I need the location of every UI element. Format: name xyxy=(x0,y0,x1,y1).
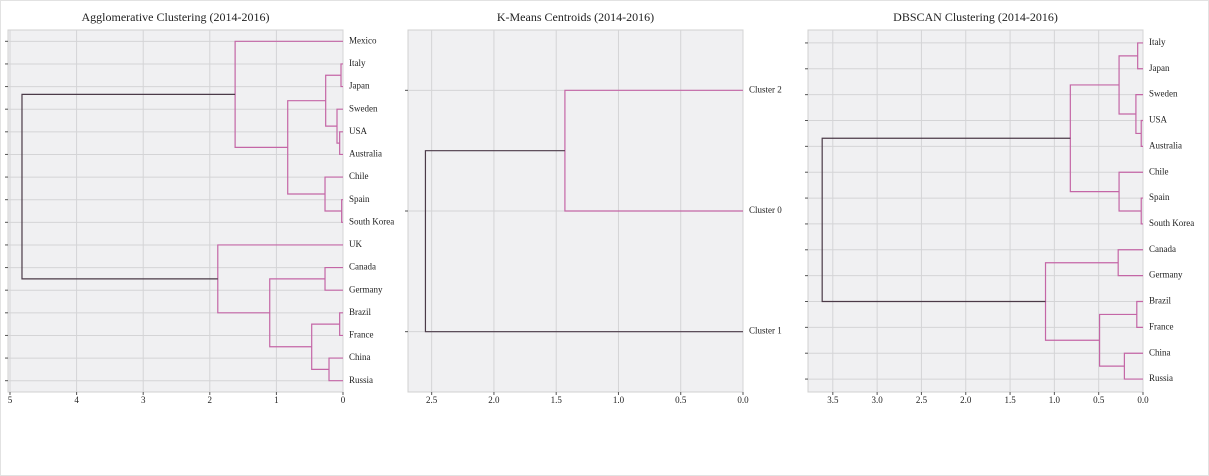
leaf-label: Mexico xyxy=(349,35,377,45)
dendrogram-link xyxy=(339,131,343,156)
leaf-label: Canada xyxy=(349,262,376,272)
leaf-label: Canada xyxy=(1149,244,1176,254)
dendrogram-link xyxy=(1136,300,1143,328)
x-tick-label: 2.5 xyxy=(426,395,438,405)
leaf-label: Brazil xyxy=(349,307,371,317)
dendrogram-link xyxy=(821,137,1071,303)
leaf-label: Sweden xyxy=(1149,89,1178,99)
x-tick-label: 2 xyxy=(208,395,213,405)
leaf-label: Chile xyxy=(1149,166,1169,176)
leaf-label: Spain xyxy=(1149,192,1170,202)
leaf-label: Cluster 0 xyxy=(749,205,782,215)
leaf-label: China xyxy=(1149,347,1171,357)
x-tick-label: 2.0 xyxy=(488,395,500,405)
dendrogram-link xyxy=(336,108,343,144)
leaf-label: Russia xyxy=(349,375,373,385)
leaf-label: Brazil xyxy=(1149,296,1171,306)
dendrogram-link xyxy=(21,93,236,280)
x-tick-label: 1 xyxy=(274,395,279,405)
x-tick-label: 0.5 xyxy=(675,395,687,405)
leaf-label: Italy xyxy=(1149,37,1166,47)
dendrogram-link xyxy=(340,63,343,88)
dendrogram-link xyxy=(1140,197,1143,225)
leaf-label: Spain xyxy=(349,194,370,204)
leaf-label: Japan xyxy=(349,81,370,91)
x-tick-label: 1.5 xyxy=(1004,395,1016,405)
leaf-label: USA xyxy=(1149,115,1168,125)
dendrogram-link xyxy=(1140,119,1143,147)
leaf-label: China xyxy=(349,352,371,362)
dendrogram-link xyxy=(324,266,343,291)
dendrogram-link xyxy=(339,312,343,337)
leaf-label: Japan xyxy=(1149,63,1170,73)
x-tick-label: 1.5 xyxy=(551,395,563,405)
dendrogram-link xyxy=(1117,249,1143,277)
x-tick-label: 0.0 xyxy=(1137,395,1149,405)
leaf-label: France xyxy=(349,330,374,340)
x-tick-label: 2.0 xyxy=(960,395,972,405)
x-tick-label: 5 xyxy=(8,395,13,405)
dendrogram-link xyxy=(424,150,743,333)
x-tick-label: 1.0 xyxy=(1049,395,1061,405)
chart-title: K-Means Centroids (2014-2016) xyxy=(497,10,654,24)
x-tick-label: 4 xyxy=(74,395,79,405)
leaf-label: Germany xyxy=(1149,270,1183,280)
x-tick-label: 1.0 xyxy=(613,395,625,405)
x-tick-label: 2.5 xyxy=(916,395,928,405)
chart-title: Agglomerative Clustering (2014-2016) xyxy=(82,10,270,24)
leaf-label: Australia xyxy=(1149,140,1182,150)
dendrogram-link xyxy=(324,176,343,212)
leaf-label: Cluster 1 xyxy=(749,326,782,336)
plot-area xyxy=(7,29,344,393)
leaf-label: Sweden xyxy=(349,103,378,113)
x-tick-label: 3 xyxy=(141,395,146,405)
dendrogram-link xyxy=(328,357,343,382)
dendrogram-link xyxy=(311,323,340,370)
leaf-label: Italy xyxy=(349,58,366,68)
leaf-label: Russia xyxy=(1149,373,1173,383)
leaf-label: Germany xyxy=(349,284,383,294)
leaf-label: USA xyxy=(349,126,368,136)
dendrogram-link xyxy=(287,100,326,195)
leaf-label: Chile xyxy=(349,171,369,181)
leaf-label: South Korea xyxy=(1149,218,1194,228)
leaf-label: Cluster 2 xyxy=(749,84,782,94)
leaf-label: Australia xyxy=(349,149,382,159)
leaf-label: France xyxy=(1149,321,1174,331)
x-tick-label: 0 xyxy=(341,395,346,405)
dendrogram-link xyxy=(1069,84,1120,193)
x-tick-label: 0.5 xyxy=(1093,395,1105,405)
dendrogram-link xyxy=(1123,352,1143,380)
dendrogram-link xyxy=(325,74,342,127)
plot-area xyxy=(807,29,1144,393)
x-tick-label: 3.0 xyxy=(872,395,884,405)
chart-title: DBSCAN Clustering (2014-2016) xyxy=(893,10,1058,24)
x-tick-label: 0.0 xyxy=(737,395,749,405)
leaf-label: UK xyxy=(349,239,362,249)
x-tick-label: 3.5 xyxy=(827,395,839,405)
dendrogram-link xyxy=(269,278,326,348)
leaf-label: South Korea xyxy=(349,216,394,226)
